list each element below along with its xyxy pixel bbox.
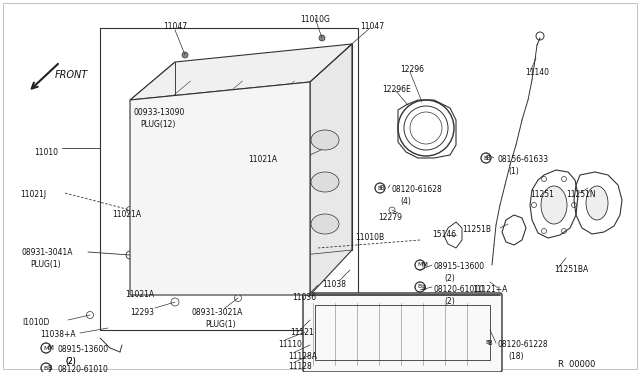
Text: B: B bbox=[422, 285, 426, 291]
Text: 11047: 11047 bbox=[360, 22, 384, 31]
Text: 11036: 11036 bbox=[292, 293, 316, 302]
Text: PLUG(1): PLUG(1) bbox=[30, 260, 61, 269]
Text: 11038+A: 11038+A bbox=[40, 330, 76, 339]
Text: 11010G: 11010G bbox=[300, 15, 330, 24]
Circle shape bbox=[148, 133, 188, 173]
Text: (2): (2) bbox=[65, 357, 76, 366]
Circle shape bbox=[182, 52, 188, 58]
Text: B: B bbox=[488, 340, 492, 346]
Text: 11021A: 11021A bbox=[112, 210, 141, 219]
Text: 08120-61010: 08120-61010 bbox=[58, 365, 109, 372]
Text: 11038: 11038 bbox=[322, 280, 346, 289]
Ellipse shape bbox=[311, 172, 339, 192]
Text: B: B bbox=[486, 155, 490, 161]
Text: B: B bbox=[418, 285, 422, 289]
Text: 11140: 11140 bbox=[525, 68, 549, 77]
Text: 08120-61628: 08120-61628 bbox=[392, 185, 443, 194]
Text: PLUG(12): PLUG(12) bbox=[140, 120, 175, 129]
Text: 11128: 11128 bbox=[288, 362, 312, 371]
Text: 11021A: 11021A bbox=[125, 290, 154, 299]
Text: R  00000: R 00000 bbox=[558, 360, 595, 369]
Circle shape bbox=[342, 47, 348, 53]
Circle shape bbox=[240, 206, 304, 270]
Text: 08120-61010: 08120-61010 bbox=[434, 285, 485, 294]
Circle shape bbox=[136, 121, 200, 185]
Text: B: B bbox=[486, 340, 490, 346]
Text: (2): (2) bbox=[65, 357, 76, 366]
Text: FRONT: FRONT bbox=[55, 70, 88, 80]
Bar bbox=[315, 305, 490, 360]
Circle shape bbox=[200, 133, 240, 173]
Text: 12296: 12296 bbox=[400, 65, 424, 74]
Text: 08915-13600: 08915-13600 bbox=[58, 345, 109, 354]
Text: 11251BA: 11251BA bbox=[554, 265, 588, 274]
Text: B: B bbox=[378, 186, 382, 190]
Text: M: M bbox=[417, 263, 422, 267]
Text: B: B bbox=[47, 365, 52, 371]
Text: 15146: 15146 bbox=[432, 230, 456, 239]
Text: 11121: 11121 bbox=[290, 328, 314, 337]
Text: 12293: 12293 bbox=[130, 308, 154, 317]
Circle shape bbox=[319, 35, 325, 41]
Text: 11110: 11110 bbox=[278, 340, 302, 349]
Circle shape bbox=[136, 206, 200, 270]
Text: 12279: 12279 bbox=[378, 213, 402, 222]
Circle shape bbox=[252, 133, 292, 173]
Text: (1): (1) bbox=[508, 167, 519, 176]
Text: 11128A: 11128A bbox=[288, 352, 317, 361]
Text: 11047: 11047 bbox=[163, 22, 187, 31]
Ellipse shape bbox=[311, 214, 339, 234]
Text: 12296E: 12296E bbox=[382, 85, 411, 94]
Text: 08931-3041A: 08931-3041A bbox=[22, 248, 74, 257]
Text: B: B bbox=[380, 185, 385, 191]
Text: (4): (4) bbox=[400, 197, 411, 206]
Ellipse shape bbox=[586, 186, 608, 220]
Ellipse shape bbox=[311, 130, 339, 150]
Text: 11121+A: 11121+A bbox=[472, 285, 508, 294]
Text: M: M bbox=[47, 345, 53, 351]
Circle shape bbox=[148, 218, 188, 258]
Text: 11021A: 11021A bbox=[248, 155, 277, 164]
Text: (2): (2) bbox=[444, 274, 455, 283]
Text: M: M bbox=[44, 346, 49, 350]
FancyBboxPatch shape bbox=[303, 293, 502, 372]
Text: 08156-61633: 08156-61633 bbox=[498, 155, 549, 164]
Text: 11010: 11010 bbox=[34, 148, 58, 157]
Polygon shape bbox=[130, 44, 352, 100]
Text: B: B bbox=[484, 155, 488, 160]
Text: (18): (18) bbox=[508, 352, 524, 361]
Polygon shape bbox=[310, 44, 352, 295]
Text: 11251B: 11251B bbox=[462, 225, 491, 234]
Text: 11021J: 11021J bbox=[20, 190, 46, 199]
Text: 08120-61228: 08120-61228 bbox=[498, 340, 548, 349]
Text: M: M bbox=[421, 262, 427, 268]
Circle shape bbox=[252, 218, 292, 258]
Circle shape bbox=[188, 206, 252, 270]
Polygon shape bbox=[130, 82, 310, 295]
Circle shape bbox=[240, 121, 304, 185]
Text: 11251N: 11251N bbox=[566, 190, 596, 199]
Text: 08931-3021A: 08931-3021A bbox=[192, 308, 243, 317]
Text: 11251: 11251 bbox=[530, 190, 554, 199]
Text: B: B bbox=[44, 366, 48, 371]
Text: 08915-13600: 08915-13600 bbox=[434, 262, 485, 271]
Ellipse shape bbox=[541, 186, 567, 224]
Text: 11010B: 11010B bbox=[355, 233, 384, 242]
Text: I1010D: I1010D bbox=[22, 318, 49, 327]
Text: 00933-13090: 00933-13090 bbox=[133, 108, 184, 117]
Circle shape bbox=[200, 218, 240, 258]
Text: (2): (2) bbox=[444, 297, 455, 306]
Circle shape bbox=[188, 121, 252, 185]
Text: PLUG(1): PLUG(1) bbox=[205, 320, 236, 329]
